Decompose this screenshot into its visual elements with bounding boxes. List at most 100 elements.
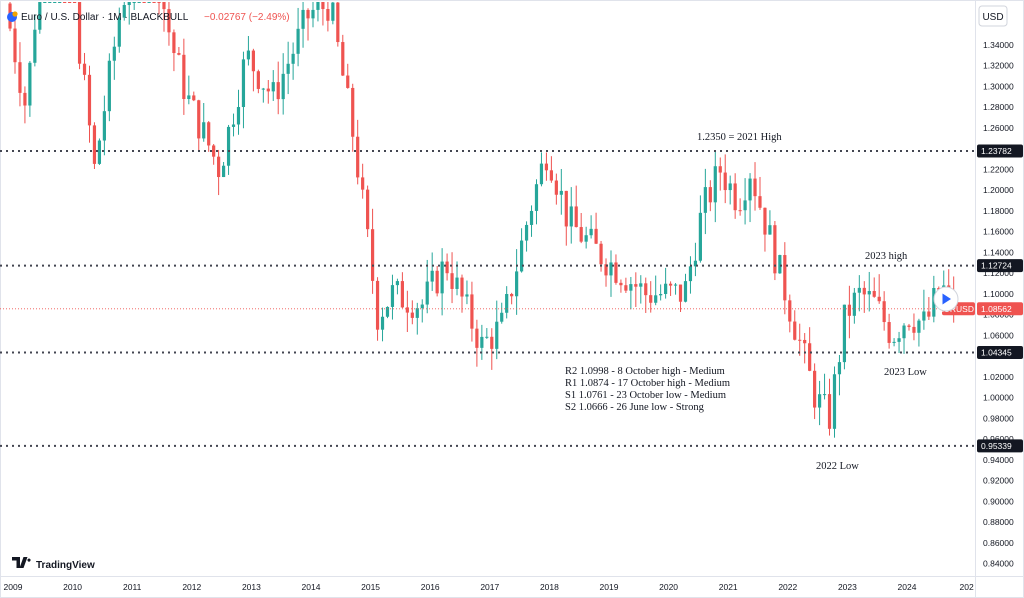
candle-down (405, 307, 409, 313)
price-change: −0.02767 (−2.49%) (204, 12, 290, 23)
candle-down (366, 189, 370, 230)
candle-up (867, 291, 871, 295)
candle-down (614, 262, 618, 283)
candle-up (515, 271, 519, 297)
y-tick-label: 0.88000 (983, 517, 1014, 527)
candle-down (356, 136, 360, 178)
y-tick-label: 1.16000 (983, 227, 1014, 237)
candle-down (927, 311, 931, 317)
x-tick-label: 2020 (659, 582, 678, 592)
candle-up (534, 184, 539, 211)
candle-down (579, 227, 583, 242)
replay-play-button[interactable] (933, 286, 959, 312)
candle-down (13, 28, 17, 63)
candle-up (127, 2, 131, 6)
candle-down (798, 339, 802, 341)
candle-up (440, 261, 444, 294)
candle-up (390, 285, 395, 307)
candle-down (370, 229, 375, 281)
candle-up (673, 284, 678, 286)
annotation-2022-low: 2022 Low (816, 461, 859, 472)
y-tick-label: 1.18000 (983, 206, 1014, 216)
candle-up (43, 2, 47, 3)
candle-down (624, 285, 628, 291)
candle-down (72, 2, 77, 3)
candle-down (599, 243, 603, 265)
candle-up (917, 320, 921, 333)
candle-up (639, 283, 643, 287)
candle-down (445, 261, 449, 274)
candle-up (897, 338, 901, 342)
candle-up (559, 190, 563, 195)
candle-up (922, 311, 926, 321)
candle-up (832, 374, 837, 429)
candle-up (331, 2, 335, 21)
candle-up (629, 284, 633, 291)
candle-down (862, 287, 866, 295)
candle-up (703, 187, 707, 213)
x-tick-label: 2009 (4, 582, 23, 592)
tradingview-logo[interactable]: TradingView (12, 557, 95, 571)
candle-down (668, 283, 673, 286)
y-tick-label: 1.22000 (983, 164, 1014, 174)
x-tick-label: 2023 (838, 582, 857, 592)
candle-down (847, 304, 851, 316)
x-tick-label: 2021 (719, 582, 738, 592)
candle-up (112, 46, 116, 61)
candle-down (167, 9, 171, 33)
currency-label: USD (982, 12, 1003, 23)
candle-up (728, 183, 732, 191)
level-note-r1: R1 1.0874 - 17 October high - Medium (565, 378, 730, 389)
y-tick-label: 0.96000 (983, 434, 1014, 444)
y-tick-label: 1.30000 (983, 81, 1014, 91)
candle-down (788, 300, 792, 322)
candle-down (708, 187, 712, 203)
candle-down (808, 343, 812, 371)
candle-down (564, 190, 568, 227)
candle-down (92, 125, 97, 164)
y-tick-label: 0.98000 (983, 413, 1014, 423)
candle-down (217, 156, 221, 178)
annotation-2021-high: 1.2350 = 2021 High (697, 132, 782, 143)
candle-down (82, 63, 87, 75)
candle-down (619, 282, 623, 286)
symbol-title[interactable]: Euro / U.S. Dollar · 1M · BLACKBULL (21, 12, 189, 23)
candle-down (177, 53, 181, 55)
time-axis[interactable]: 2009 2010 2011 2012 2013 2014 2015 2016 2017 2018… (4, 582, 974, 592)
candle-up (241, 59, 246, 108)
level-tag-label: 1.04345 (981, 348, 1012, 358)
candle-down (470, 294, 474, 329)
y-tick-label: 0.94000 (983, 455, 1014, 465)
svg-text:1.08562: 1.08562 (981, 304, 1012, 314)
candle-down (758, 196, 762, 208)
candle-up (932, 287, 936, 317)
candle-down (256, 71, 260, 89)
candle-down (907, 325, 911, 327)
x-tick-label: 2022 (778, 582, 797, 592)
candle-up (296, 28, 300, 54)
level-tag (977, 144, 1023, 158)
candle-up (385, 306, 390, 317)
annotation-2023-high: 2023 high (865, 251, 908, 262)
y-tick-label: 1.32000 (983, 61, 1014, 71)
candle-down (763, 207, 767, 235)
candle-up (395, 281, 400, 286)
horizontal-levels: 1.23782 1.12724 1.04345 0.95339 (0, 144, 1023, 453)
candle-down (872, 291, 876, 297)
candle-down (718, 166, 722, 173)
candle-up (236, 107, 241, 125)
candle-down (450, 273, 454, 289)
level-note-s1: S1 1.0761 - 23 October low - Medium (565, 390, 726, 401)
candle-up (529, 210, 534, 225)
candle-up (539, 163, 544, 185)
candle-down (182, 54, 186, 100)
y-tick-label: 1.14000 (983, 247, 1014, 257)
y-tick-label: 0.84000 (983, 559, 1014, 569)
currency-button[interactable] (978, 5, 1008, 27)
candle-down (351, 87, 355, 137)
candle-down (510, 293, 514, 297)
level-tag (977, 346, 1023, 360)
level-tag-label: 0.95339 (981, 441, 1012, 451)
candle-down (544, 163, 549, 171)
